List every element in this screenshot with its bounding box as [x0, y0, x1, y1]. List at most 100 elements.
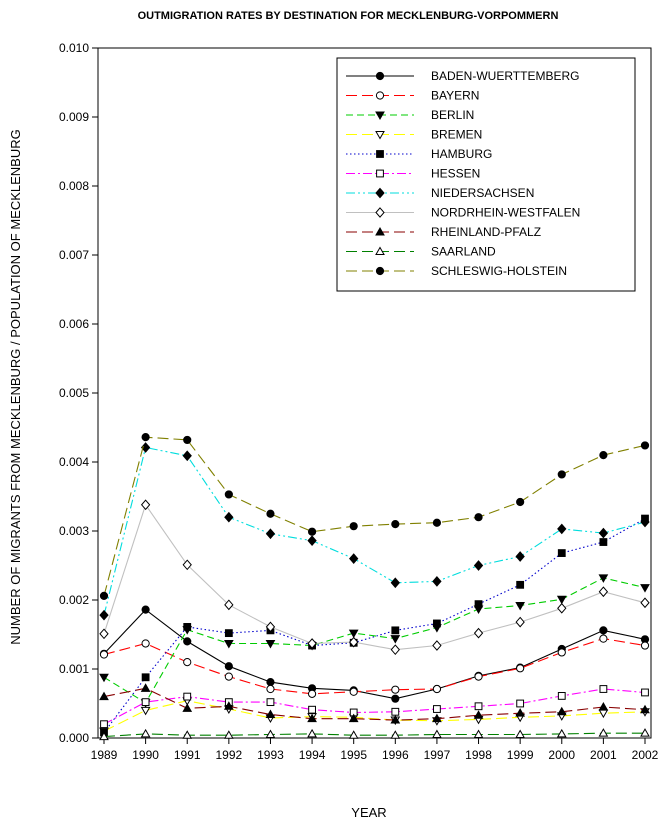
data-point-hessen [599, 685, 608, 693]
legend-label: RHEINLAND-PFALZ [431, 225, 541, 239]
data-point-hamburg [391, 626, 400, 635]
data-point-rheinland-pfalz [140, 683, 151, 692]
legend-item-rheinland-pfalz: RHEINLAND-PFALZ [346, 225, 541, 239]
data-point-rheinland-pfalz [640, 704, 650, 714]
data-point-hessen [474, 702, 483, 711]
x-tick-label: 1994 [299, 748, 326, 762]
legend-marker [375, 131, 385, 140]
series-line-baden-wuerttemberg [103, 608, 646, 700]
data-point-bayern [640, 641, 650, 650]
series-rheinland-pfalz [99, 683, 650, 724]
series-bremen [99, 697, 650, 737]
data-point-baden-wuerttemberg [141, 605, 150, 614]
legend-item-hessen: HESSEN [346, 167, 480, 181]
data-point-hamburg [141, 673, 150, 682]
data-point-nordrhein-westfalen [224, 599, 234, 611]
axis-ticks: 0.000 0.001 0.002 0.003 0.004 0.005 0.006 0.007… [59, 41, 659, 762]
y-tick-label: 0.009 [59, 110, 89, 124]
legend-marker [375, 207, 385, 218]
data-point-schleswig-holstein [266, 509, 275, 518]
data-point-bayern [307, 689, 317, 698]
data-point-niedersachsen [224, 511, 234, 523]
legend-marker [375, 71, 385, 81]
data-point-bayern [557, 648, 566, 657]
legend-item-nordrhein-westfalen: NORDRHEIN-WESTFALEN [346, 206, 580, 220]
data-point-bayern [599, 634, 608, 643]
data-point-saarland [182, 730, 193, 739]
data-point-schleswig-holstein [141, 433, 150, 442]
chart-title: OUTMIGRATION RATES BY DESTINATION FOR ME… [138, 10, 559, 22]
data-point-saarland [390, 730, 401, 739]
data-point-niedersachsen [182, 450, 192, 462]
legend-item-hamburg: HAMBURG [346, 147, 492, 161]
data-point-saarland [265, 729, 276, 739]
data-point-berlin [556, 595, 567, 605]
data-point-hessen [100, 720, 108, 729]
data-point-nordrhein-westfalen [473, 627, 484, 639]
series-hessen [100, 685, 649, 729]
legend-marker [375, 111, 385, 121]
data-point-hamburg [474, 600, 483, 609]
data-point-saarland [348, 730, 359, 739]
data-point-saarland [473, 729, 484, 739]
y-tick-label: 0.007 [59, 248, 89, 262]
series-line-bremen [103, 700, 646, 732]
data-point-hamburg [224, 629, 233, 638]
data-point-saarland [515, 729, 526, 739]
legend-label: HESSEN [431, 167, 480, 181]
x-tick-label: 2001 [590, 748, 617, 762]
data-point-hamburg [433, 619, 441, 628]
data-point-schleswig-holstein [640, 441, 650, 450]
legend-item-baden-wuerttemberg: BADEN-WUERTTEMBERG [346, 69, 579, 83]
data-point-nordrhein-westfalen [265, 621, 276, 633]
series-hamburg [100, 514, 649, 737]
legend-marker [376, 169, 384, 178]
y-tick-label: 0.006 [59, 317, 89, 331]
data-point-baden-wuerttemberg [183, 637, 192, 646]
legend-label: BAYERN [431, 89, 479, 103]
x-tick-label: 1992 [215, 748, 242, 762]
data-point-rheinland-pfalz [473, 710, 484, 719]
data-point-niedersachsen [390, 577, 400, 589]
data-point-rheinland-pfalz [182, 703, 193, 712]
data-point-berlin [348, 629, 359, 639]
data-point-schleswig-holstein [391, 520, 400, 529]
x-tick-label: 1999 [507, 748, 534, 762]
series-berlin [99, 574, 650, 708]
series-line-berlin [103, 577, 646, 704]
data-point-rheinland-pfalz [515, 708, 526, 717]
data-point-bayern [349, 687, 358, 696]
data-point-hamburg [516, 580, 525, 589]
data-point-nordrhein-westfalen [140, 499, 151, 511]
x-tick-label: 1997 [424, 748, 451, 762]
x-tick-label: 1991 [174, 748, 201, 762]
data-point-niedersachsen [99, 609, 109, 621]
data-point-baden-wuerttemberg [391, 694, 400, 703]
data-point-rheinland-pfalz [348, 713, 359, 723]
data-point-nordrhein-westfalen [307, 638, 317, 649]
legend-marker [376, 150, 384, 158]
x-tick-label: 2002 [632, 748, 659, 762]
y-tick-label: 0.000 [59, 731, 89, 745]
legend-label: BERLIN [431, 108, 474, 122]
data-point-rheinland-pfalz [307, 713, 317, 723]
data-point-nordrhein-westfalen [99, 628, 109, 640]
data-point-hessen [183, 692, 192, 701]
y-axis-label: NUMBER OF MIGRANTS FROM MECKLENBURG / PO… [8, 129, 23, 644]
data-point-rheinland-pfalz [99, 691, 109, 701]
data-point-nordrhein-westfalen [182, 559, 192, 571]
data-point-baden-wuerttemberg [224, 662, 233, 671]
series-line-rheinland-pfalz [103, 687, 646, 721]
data-point-schleswig-holstein [557, 470, 566, 479]
data-point-schleswig-holstein [349, 522, 358, 531]
legend-item-schleswig-holstein: SCHLESWIG-HOLSTEIN [346, 264, 567, 278]
series-schleswig-holstein [99, 433, 650, 600]
data-point-berlin [515, 602, 526, 611]
data-point-berlin [598, 574, 609, 583]
x-tick-label: 2000 [548, 748, 575, 762]
data-point-hessen [141, 698, 150, 707]
legend-item-saarland: SAARLAND [346, 245, 496, 259]
x-tick-label: 1990 [132, 748, 159, 762]
legend-marker [375, 226, 385, 236]
